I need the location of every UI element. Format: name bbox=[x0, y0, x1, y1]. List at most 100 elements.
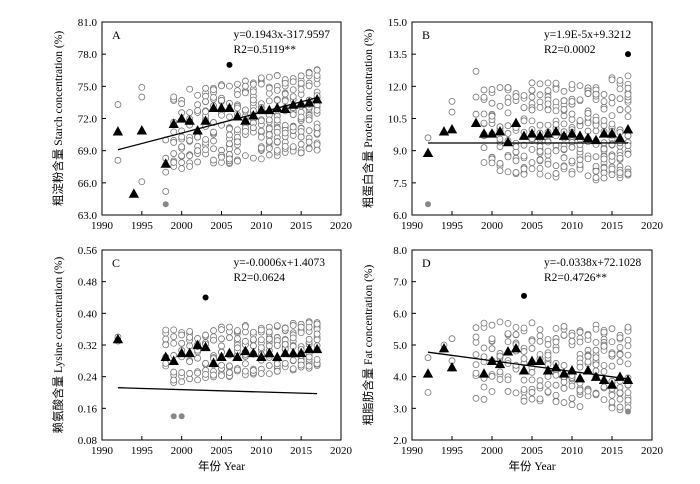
sample-point bbox=[305, 362, 313, 370]
sample-point bbox=[504, 84, 512, 92]
x-tick-label: 2000 bbox=[481, 220, 504, 232]
sample-point bbox=[560, 163, 568, 171]
r-squared-label: R2=0.0624 bbox=[233, 272, 285, 284]
sample-point bbox=[488, 112, 496, 120]
panel-a: 1990 1995 2000 2005 2010 2015 2020 63.0 66.0 69.0… bbox=[51, 17, 353, 232]
x-tick-label: 2005 bbox=[211, 445, 234, 457]
y-tick-label: 0.48 bbox=[78, 277, 98, 289]
mean-marker bbox=[518, 365, 530, 375]
sample-point bbox=[512, 93, 520, 100]
plot-area bbox=[112, 61, 323, 208]
mean-marker bbox=[518, 130, 530, 140]
sample-point bbox=[528, 165, 536, 173]
sample-point bbox=[528, 376, 536, 384]
sample-point bbox=[289, 93, 297, 101]
sample-point bbox=[504, 130, 512, 137]
mean-marker bbox=[240, 345, 251, 356]
sample-point bbox=[544, 351, 552, 359]
sample-point bbox=[305, 335, 313, 343]
sample-point bbox=[624, 132, 632, 140]
mean-marker bbox=[248, 347, 259, 358]
sample-point bbox=[249, 367, 257, 374]
outlier-grey bbox=[170, 413, 177, 420]
sample-point bbox=[584, 358, 592, 366]
sample-point bbox=[480, 86, 488, 94]
sample-point bbox=[170, 93, 178, 101]
sample-point bbox=[265, 335, 273, 343]
sample-point bbox=[560, 97, 568, 105]
sample-point bbox=[552, 371, 560, 379]
sample-point bbox=[520, 152, 528, 160]
sample-point bbox=[265, 362, 273, 369]
sample-point bbox=[528, 86, 536, 94]
mean-marker bbox=[510, 117, 522, 127]
y-tick-label: 5.0 bbox=[393, 340, 407, 352]
x-tick-label: 2015 bbox=[290, 445, 313, 457]
sample-point bbox=[568, 382, 576, 390]
sample-point bbox=[496, 135, 504, 143]
sample-point bbox=[520, 355, 528, 362]
y-tick-label: 72.0 bbox=[78, 114, 98, 126]
outlier-black bbox=[625, 51, 631, 58]
sample-point bbox=[608, 391, 616, 399]
sample-point bbox=[568, 116, 576, 123]
sample-point bbox=[536, 382, 544, 390]
sample-point bbox=[138, 84, 146, 91]
sample-point bbox=[273, 341, 281, 349]
sample-point bbox=[552, 398, 560, 406]
x-tick-label: 1990 bbox=[91, 220, 114, 232]
sample-point bbox=[265, 97, 273, 105]
sample-point bbox=[592, 338, 600, 346]
sample-point bbox=[568, 170, 576, 178]
r-squared-label: R2=0.0002 bbox=[544, 44, 596, 56]
sample-point bbox=[592, 354, 600, 362]
sample-point bbox=[560, 120, 568, 128]
sample-point bbox=[536, 103, 544, 111]
y-tick-label: 4.0 bbox=[393, 372, 407, 384]
sample-point bbox=[210, 137, 217, 145]
sample-point bbox=[496, 318, 504, 326]
sample-point bbox=[170, 326, 178, 334]
sample-point bbox=[273, 146, 281, 154]
mean-marker bbox=[232, 351, 243, 362]
panel-c: 1990 1995 2000 2005 2010 2015 2020 0.08 0.16 0.24… bbox=[51, 245, 353, 473]
sample-point bbox=[584, 352, 592, 360]
sample-point bbox=[504, 99, 512, 106]
x-tick-label: 2015 bbox=[601, 220, 624, 232]
sample-point bbox=[544, 138, 552, 146]
sample-point bbox=[568, 401, 576, 409]
mean-marker bbox=[216, 351, 227, 362]
mean-marker bbox=[240, 115, 251, 125]
sample-point bbox=[496, 352, 504, 360]
sample-point bbox=[512, 143, 520, 151]
sample-point bbox=[528, 159, 536, 166]
regression-equation: y=-0.0006x+1.4073 bbox=[233, 257, 325, 269]
sample-point bbox=[218, 372, 225, 379]
sample-point bbox=[241, 367, 249, 375]
y-tick-label: 12.0 bbox=[388, 81, 408, 93]
x-tick-label: 2000 bbox=[171, 220, 194, 232]
sample-point bbox=[600, 342, 608, 350]
y-tick-label: 0.16 bbox=[78, 403, 98, 415]
sample-point bbox=[273, 128, 281, 136]
sample-point bbox=[202, 108, 209, 115]
outlier-grey bbox=[162, 201, 169, 208]
sample-point bbox=[265, 328, 273, 336]
sample-point bbox=[202, 84, 209, 92]
sample-point bbox=[424, 354, 432, 362]
y-axis-label: 粗蛋白含量 Protein concentration (%) bbox=[361, 29, 375, 208]
sample-point bbox=[257, 336, 265, 344]
sample-point bbox=[624, 389, 632, 397]
sample-point bbox=[448, 97, 456, 105]
mean-marker bbox=[208, 102, 219, 112]
sample-point bbox=[281, 90, 289, 98]
sample-point bbox=[289, 365, 297, 373]
plot-area bbox=[422, 51, 634, 208]
sample-point bbox=[448, 108, 456, 116]
sample-point bbox=[488, 99, 496, 107]
mean-marker bbox=[566, 365, 578, 375]
sample-point bbox=[520, 348, 528, 355]
sample-point bbox=[218, 326, 225, 333]
sample-point bbox=[210, 327, 217, 334]
sample-point bbox=[560, 322, 568, 330]
